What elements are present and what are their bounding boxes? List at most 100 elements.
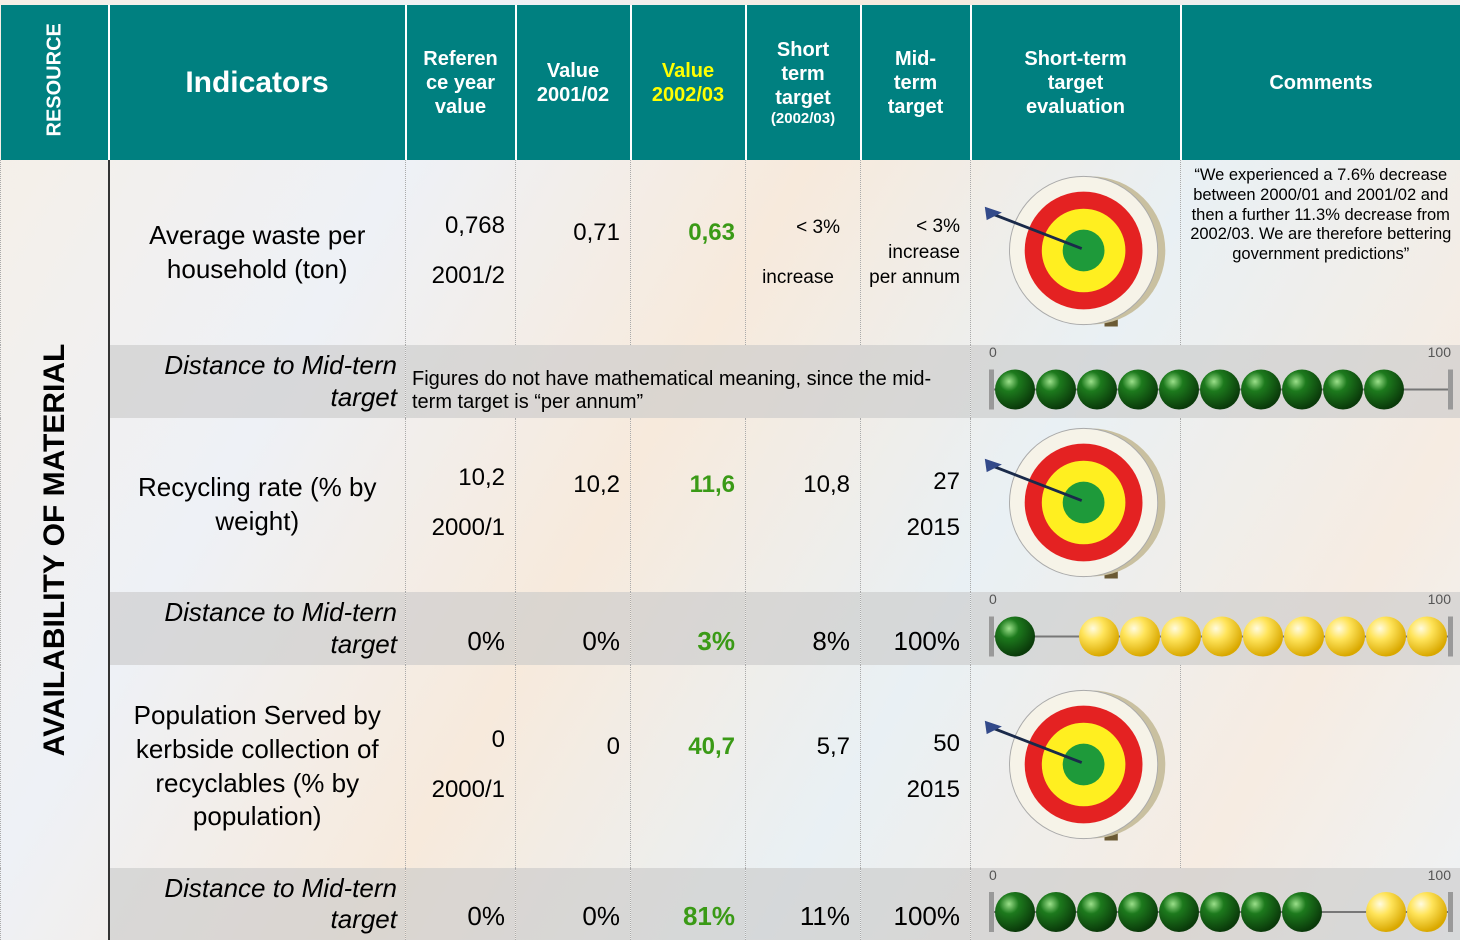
yellow-bead [1079, 617, 1119, 657]
bead-bar: 0 100 [971, 345, 1460, 418]
green-bead [1118, 370, 1158, 410]
evaluation [971, 160, 1181, 345]
side-label-cell: AVAILABILITY OF MATERIAL [1, 160, 109, 940]
header-cell: Value 2001/02 [516, 5, 631, 160]
short-term-value: 10,8 [746, 471, 850, 499]
distance-value: 8% [746, 592, 861, 665]
resource-text: RESOURCE [42, 29, 66, 136]
distance-label: Distance to Mid-tern target [109, 868, 406, 940]
green-bead [995, 892, 1035, 932]
distance-value: 0% [516, 868, 631, 940]
header-cell: Referen ce year value [406, 5, 516, 160]
yellow-bead [1284, 617, 1324, 657]
green-bead [1159, 892, 1199, 932]
value-2001-02: 0 [516, 665, 631, 868]
mid-term-year: 2015 [861, 776, 960, 804]
bead-bar-cell: 0 100 [971, 345, 1460, 418]
value-2002-03: 40,7 [631, 665, 746, 868]
bar-cap [1448, 892, 1453, 932]
distance-value: 81% [631, 868, 746, 940]
page: RESOURCE Indicators Referen ce year valu… [0, 0, 1460, 940]
target-graphic [984, 428, 1165, 578]
reference-year: 2000/1 [425, 510, 505, 546]
bead-bar: 0 100 [971, 868, 1460, 940]
short-term-value: < 3% [746, 203, 850, 252]
bead-bar-cell: 0 100 [971, 868, 1460, 940]
reference-year: 2001/2 [425, 258, 505, 294]
yellow-bead [1407, 617, 1447, 657]
green-bead [1200, 892, 1240, 932]
bar-cap [989, 892, 994, 932]
indicator: Recycling rate (% by weight) [109, 418, 406, 592]
reference-value: 0,768 [406, 212, 505, 240]
green-bead [1200, 370, 1240, 410]
yellow-bead [1120, 617, 1160, 657]
distance-label: Distance to Mid-tern target [109, 345, 406, 418]
target-icon [981, 425, 1171, 580]
bar-cap [1448, 617, 1453, 657]
header-cell: Comments [1181, 5, 1460, 160]
green-bead [995, 617, 1035, 657]
header-cell: Mid-term target [861, 5, 971, 160]
green-bead [995, 370, 1035, 410]
short-term-target: < 3%increase [746, 160, 861, 345]
comment-cell [1181, 665, 1460, 868]
mid-term-target: 50 2015 [861, 665, 971, 868]
scale-max: 100 [1428, 868, 1452, 883]
header-text: Short term target [767, 38, 840, 110]
indicator-table: RESOURCE Indicators Referen ce year valu… [0, 5, 1460, 940]
green-bead [1159, 370, 1199, 410]
resource-header: RESOURCE [1, 5, 109, 160]
green-bead [1077, 370, 1117, 410]
reference-cell: 10,2 2000/1 [406, 418, 516, 592]
distance-value: 11% [746, 868, 861, 940]
value-2001-02: 10,2 [516, 418, 631, 592]
side-label: AVAILABILITY OF MATERIAL [38, 344, 72, 757]
value-2002-03: 0,63 [631, 160, 746, 345]
distance-value: 0% [406, 592, 516, 665]
short-term-note: increase [746, 253, 850, 302]
evaluation [971, 665, 1181, 868]
scale-min: 0 [989, 868, 997, 883]
scale-max: 100 [1428, 592, 1452, 607]
comment-cell [1181, 418, 1460, 592]
yellow-bead [1243, 617, 1283, 657]
reference-year: 2000/1 [425, 772, 505, 808]
green-bead [1323, 370, 1363, 410]
evaluation [971, 418, 1181, 592]
green-bead [1241, 370, 1281, 410]
mid-term-target: < 3% increase per annum [861, 160, 971, 345]
header-row: RESOURCE Indicators Referen ce year valu… [1, 5, 1460, 160]
mid-term-year: 2015 [861, 514, 960, 542]
scale-min: 0 [989, 345, 997, 360]
reference-value: 10,2 [406, 464, 505, 492]
target-graphic [984, 690, 1165, 840]
distance-value: 3% [631, 592, 746, 665]
reference-cell: 0,768 2001/2 [406, 160, 516, 345]
header-cell: Short-term target evaluation [971, 5, 1181, 160]
indicator-row: Population Served by kerbside collection… [1, 665, 1460, 868]
green-bead [1282, 892, 1322, 932]
distance-value: 100% [861, 592, 971, 665]
green-bead [1036, 370, 1076, 410]
green-bead [1282, 370, 1322, 410]
indicator: Population Served by kerbside collection… [109, 665, 406, 868]
indicator: Average waste per household (ton) [109, 160, 406, 345]
yellow-bead [1325, 617, 1365, 657]
distance-value: 100% [861, 868, 971, 940]
header-cell: Short term target(2002/03) [746, 5, 861, 160]
green-bead [1241, 892, 1281, 932]
target-icon [981, 173, 1171, 328]
scale-max: 100 [1428, 345, 1452, 360]
bar-cap [989, 370, 994, 410]
value-2002-03: 11,6 [631, 418, 746, 592]
short-term-target: 10,8 [746, 418, 861, 592]
mid-term-value: 50 [861, 730, 960, 758]
